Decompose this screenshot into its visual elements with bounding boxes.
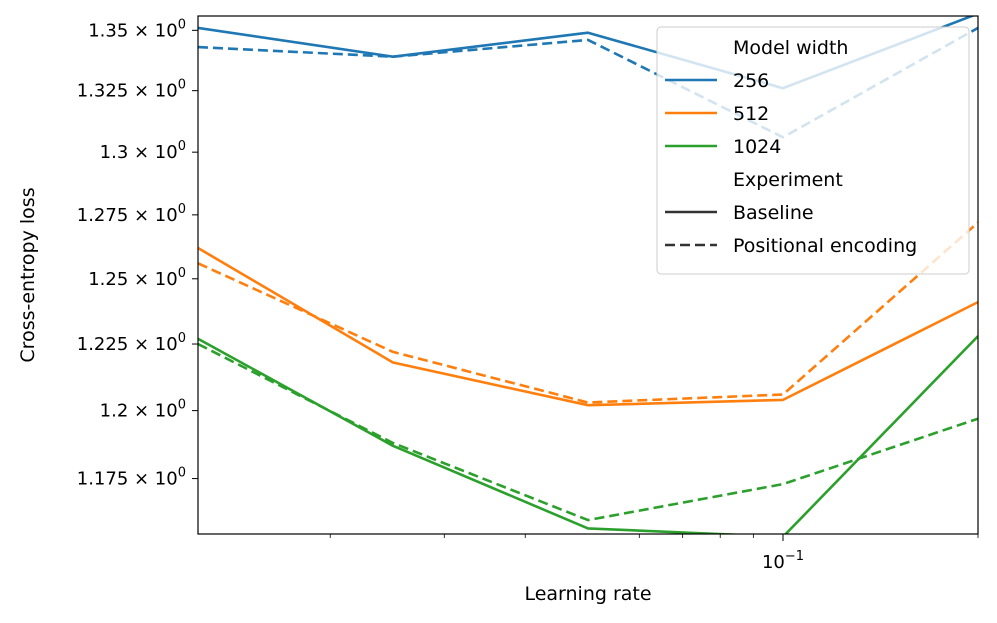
legend-label: Baseline: [733, 202, 814, 224]
y-tick-label-base: 1.175 × 10: [77, 469, 178, 490]
legend-header: Model width: [733, 37, 848, 59]
y-tick-label: 1.25 × 100: [88, 266, 186, 290]
plot-frame: [197, 15, 979, 535]
series-line-1024-baseline: [198, 335, 978, 534]
y-tick-label: 1.35 × 100: [88, 17, 186, 41]
legend-header: Experiment: [733, 169, 843, 191]
y-tick-label-base: 1.3 × 10: [100, 142, 178, 163]
y-tick-label-exponent: 0: [178, 398, 186, 413]
y-tick-label: 1.275 × 100: [77, 202, 186, 226]
x-tick-label-base: 10: [762, 552, 785, 573]
y-tick-label-exponent: 0: [178, 139, 186, 154]
y-tick-label: 1.2 × 100: [100, 398, 186, 422]
y-tick-label-base: 1.225 × 10: [77, 334, 178, 355]
legend-label: Positional encoding: [733, 235, 917, 257]
x-axis-label: Learning rate: [524, 583, 651, 605]
y-tick-label: 1.175 × 100: [77, 466, 186, 490]
x-axis-ticks: 10−1: [329, 534, 979, 573]
y-tick-label-exponent: 0: [178, 202, 186, 217]
y-tick-label-exponent: 0: [178, 17, 186, 32]
y-tick-label-exponent: 0: [178, 78, 186, 93]
legend-label: 256: [733, 70, 769, 92]
y-tick-label-base: 1.275 × 10: [77, 205, 178, 226]
y-tick-label-exponent: 0: [178, 266, 186, 281]
y-tick-label-base: 1.325 × 10: [77, 81, 178, 102]
y-tick-label-exponent: 0: [178, 331, 186, 346]
y-tick-label-exponent: 0: [178, 466, 186, 481]
series-line-1024-positional-encoding: [198, 342, 978, 522]
series-line-512-positional-encoding: [198, 221, 978, 404]
y-tick-label-base: 1.2 × 10: [100, 401, 178, 422]
y-tick-label-base: 1.25 × 10: [88, 269, 178, 290]
y-tick-label: 1.3 × 100: [100, 139, 186, 163]
series-line-512-baseline: [198, 246, 978, 407]
y-tick-label-base: 1.35 × 10: [88, 20, 178, 41]
x-tick-label-exponent: −1: [785, 549, 804, 564]
legend: Model width 256 512 1024 Experiment Baseline P…: [656, 26, 970, 275]
legend-box: [656, 26, 970, 275]
y-tick-label: 1.325 × 100: [77, 78, 186, 102]
y-tick-label: 1.225 × 100: [77, 331, 186, 355]
y-axis-label: Cross-entropy loss: [17, 187, 39, 362]
x-tick-label: 10−1: [762, 549, 804, 573]
legend-label: 1024: [733, 136, 781, 158]
legend-label: 512: [733, 103, 769, 125]
